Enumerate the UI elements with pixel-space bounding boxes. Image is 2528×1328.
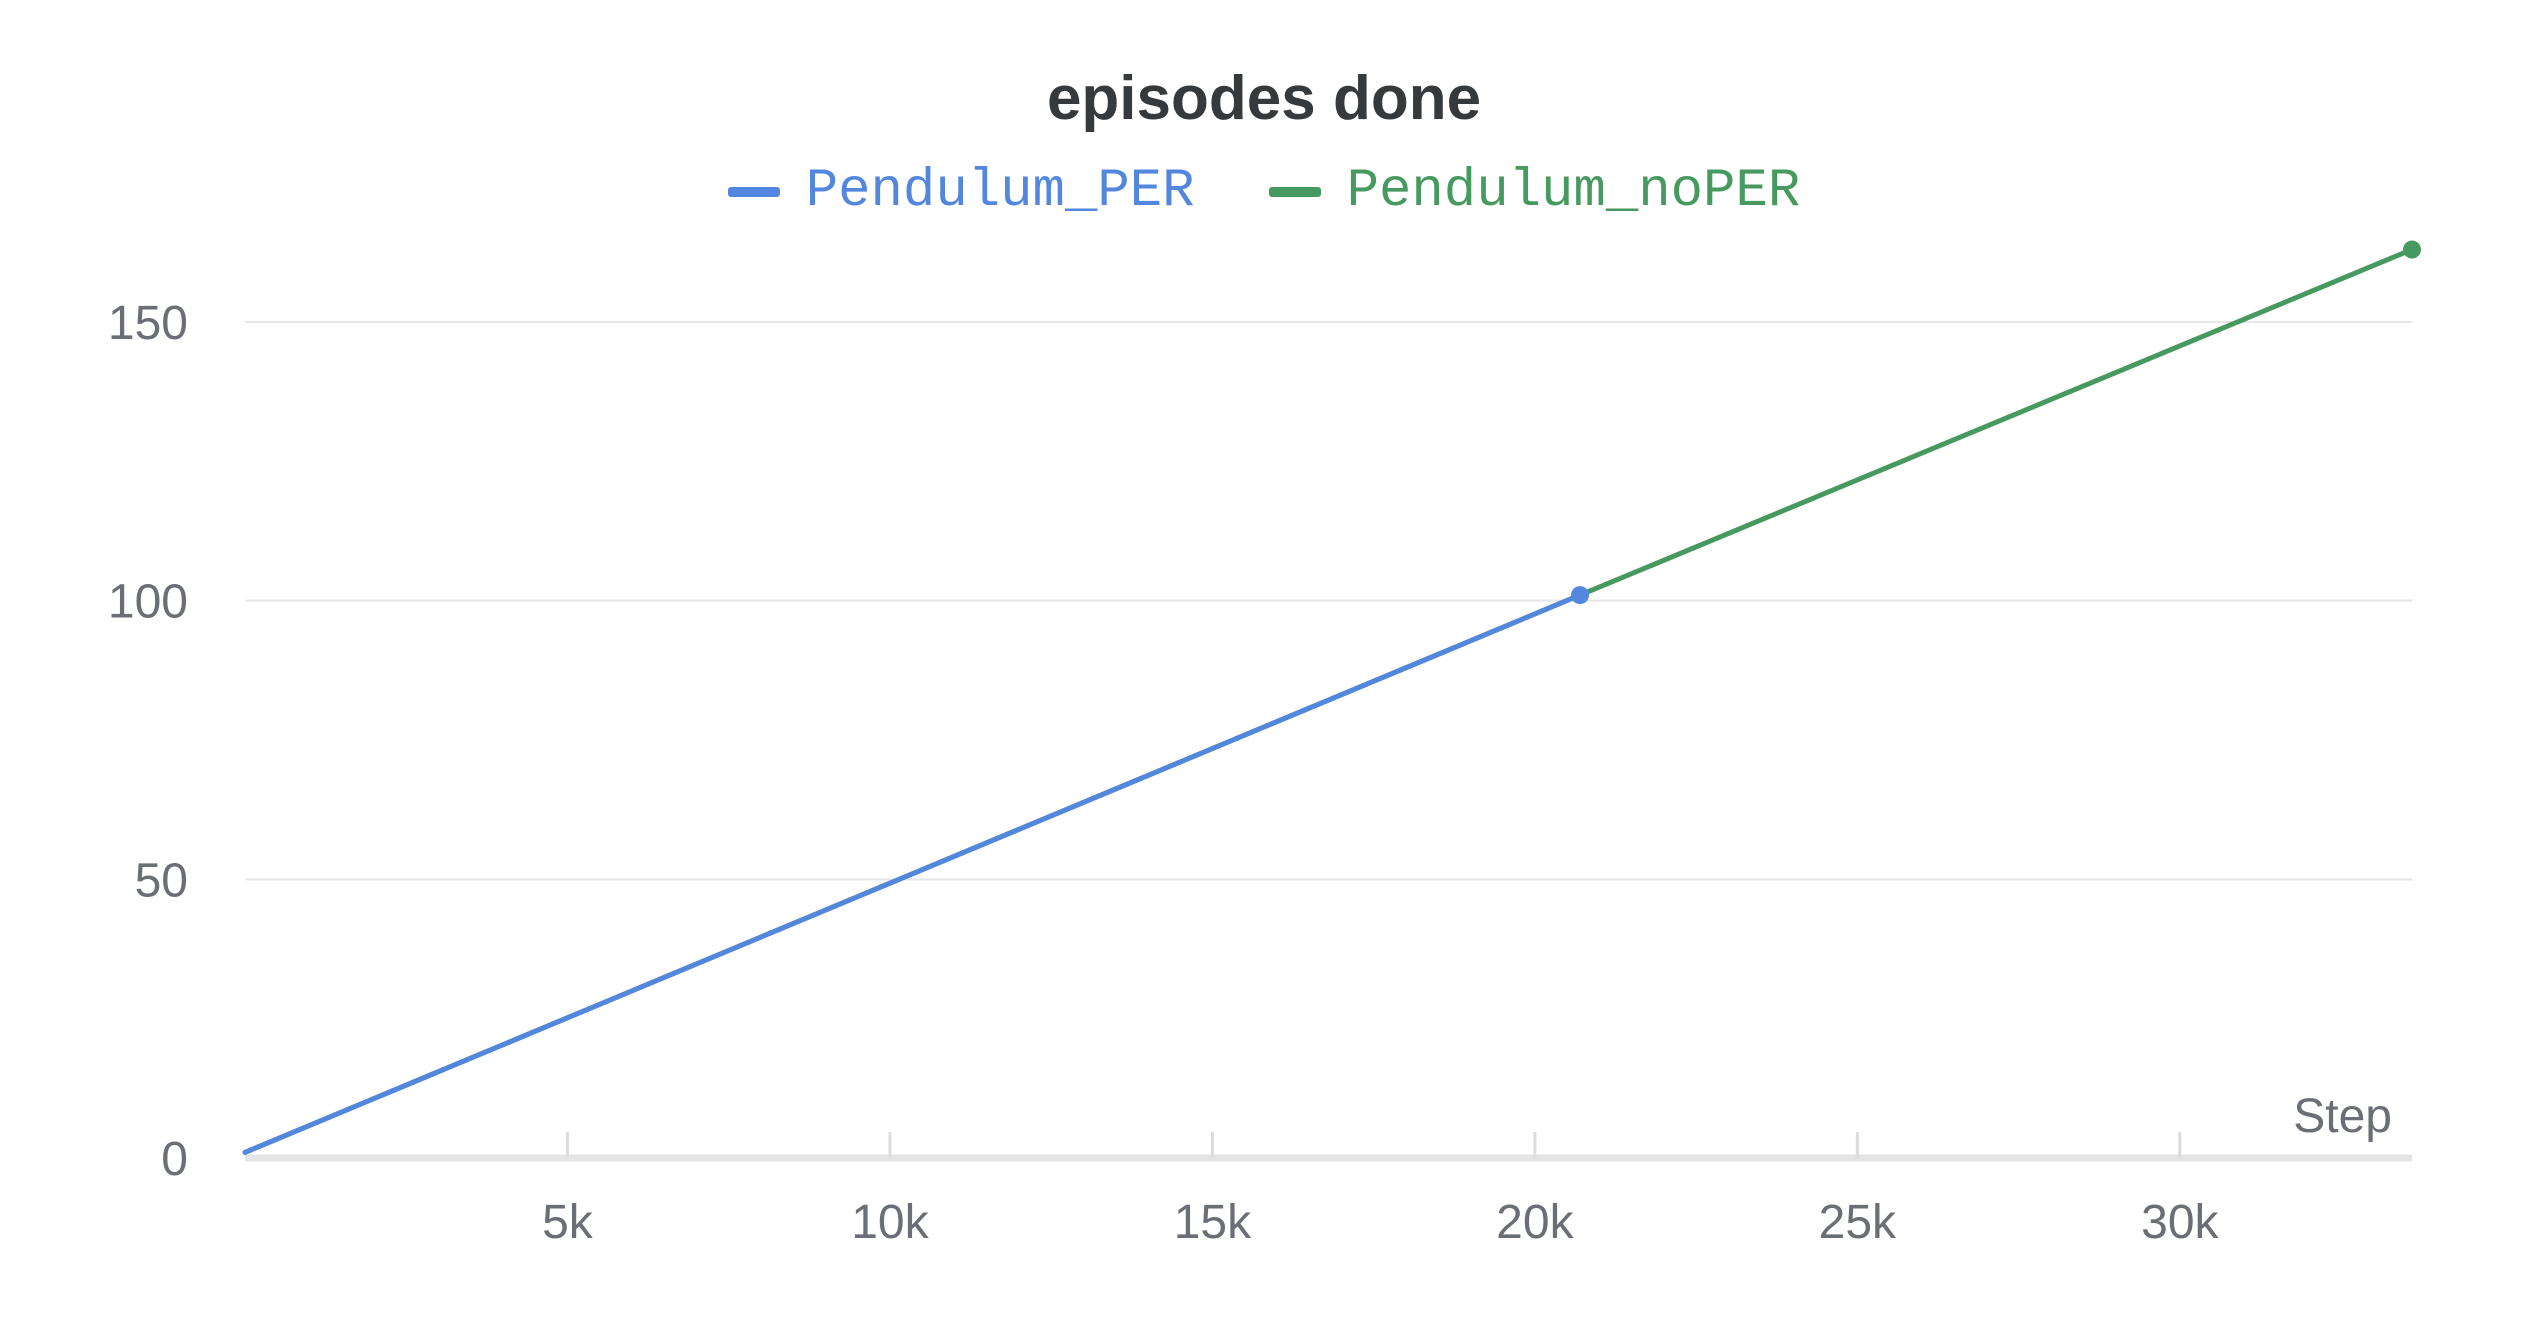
x-tick-label-30k: 30k	[2141, 1196, 2219, 1249]
y-tick-label-150: 150	[108, 297, 188, 350]
x-tick-label-5k: 5k	[542, 1196, 594, 1249]
series-endpoint-Pendulum_PER	[1571, 586, 1590, 605]
y-tick-label-50: 50	[135, 854, 188, 907]
legend-item-pendulum-per[interactable]: Pendulum_PER	[727, 161, 1195, 222]
legend-item-pendulum-noper[interactable]: Pendulum_noPER	[1268, 161, 1801, 222]
x-tick-label-20k: 20k	[1496, 1196, 1574, 1249]
x-tick-label-15k: 15k	[1174, 1196, 1252, 1249]
series-line-Pendulum_PER	[242, 592, 1583, 1155]
legend: Pendulum_PER Pendulum_noPER	[0, 165, 2528, 219]
legend-label-pendulum-per: Pendulum_PER	[805, 161, 1195, 222]
series-endpoint-Pendulum_noPER	[2403, 240, 2421, 259]
x-axis-title: Step	[2293, 1090, 2392, 1143]
x-tick-label-10k: 10k	[851, 1196, 929, 1249]
legend-swatch-pendulum-per	[727, 187, 780, 197]
y-tick-label-0: 0	[161, 1133, 188, 1186]
legend-swatch-pendulum-noper	[1268, 187, 1321, 197]
chart-title: episodes done	[1046, 64, 1482, 133]
x-tick-label-25k: 25k	[1819, 1196, 1897, 1249]
y-tick-label-100: 100	[108, 576, 188, 629]
legend-label-pendulum-noper: Pendulum_noPER	[1346, 161, 1801, 222]
